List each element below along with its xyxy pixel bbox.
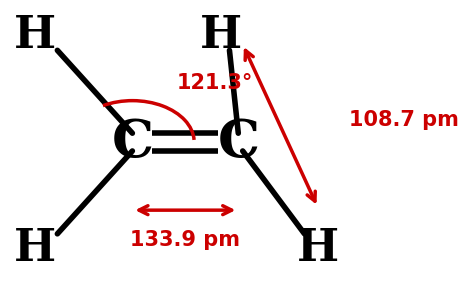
Text: 133.9 pm: 133.9 pm [130, 230, 240, 250]
Text: C: C [111, 117, 154, 168]
Text: C: C [217, 117, 259, 168]
Text: H: H [14, 14, 56, 57]
Text: H: H [14, 227, 56, 270]
Text: 121.3°: 121.3° [176, 73, 253, 93]
Text: 108.7 pm: 108.7 pm [348, 110, 458, 130]
Text: H: H [200, 14, 242, 57]
Text: H: H [297, 227, 339, 270]
